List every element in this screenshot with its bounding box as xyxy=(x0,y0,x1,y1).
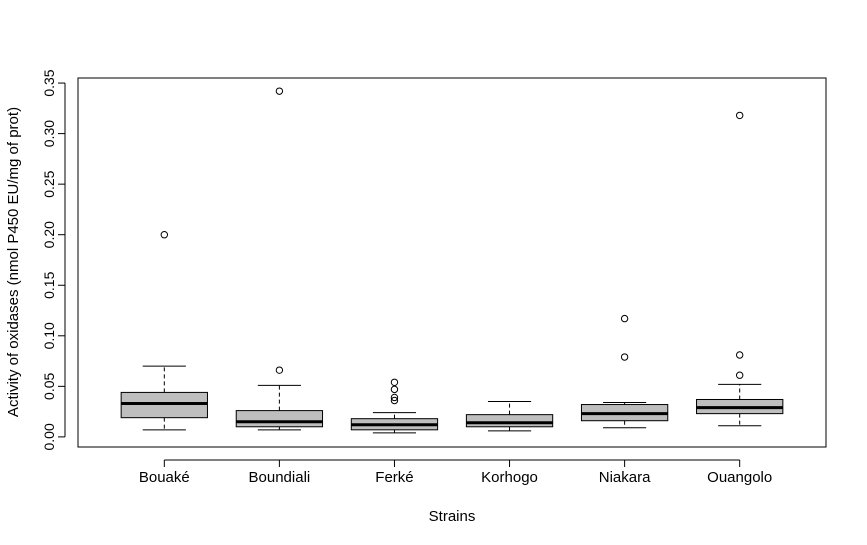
x-tick-label: Ouangolo xyxy=(707,469,772,486)
box-bouak xyxy=(120,230,208,431)
outlier-point xyxy=(620,353,629,361)
box-ferk xyxy=(350,378,439,434)
outlier-point xyxy=(390,396,399,405)
y-tick-label: 0.10 xyxy=(41,322,57,349)
box-korhogo xyxy=(465,401,554,432)
y-axis: 0.00 0.05 0.10 0.15 0.20 0.25 0.30 0.35 xyxy=(41,69,66,451)
x-tick-label: Ferké xyxy=(375,469,413,486)
x-axis-title: Strains xyxy=(429,508,476,525)
y-tick-label: 0.35 xyxy=(41,69,57,96)
y-tick-label: 0.20 xyxy=(41,221,57,248)
outlier-point xyxy=(735,371,744,379)
y-tick-label: 0.00 xyxy=(41,423,57,450)
x-tick-label: Korhogo xyxy=(481,469,538,486)
x-axis: Bouaké Boundiali Ferké Korhogo Niakara Ouango… xyxy=(139,459,772,486)
x-tick-label: Boundiali xyxy=(249,469,311,486)
x-tick-label: Niakara xyxy=(599,469,651,486)
outlier-point xyxy=(160,230,169,239)
iqr-box xyxy=(235,410,324,428)
box-group xyxy=(120,87,784,434)
y-tick-label: 0.25 xyxy=(41,170,57,197)
box-ouangolo xyxy=(696,111,784,427)
box-niakara xyxy=(580,314,669,429)
outlier-point xyxy=(390,385,399,394)
outlier-point xyxy=(620,314,629,323)
outlier-point xyxy=(390,378,399,386)
y-tick-label: 0.30 xyxy=(41,120,57,147)
outlier-point xyxy=(735,351,744,359)
outlier-point xyxy=(275,87,284,95)
iqr-box xyxy=(465,414,554,428)
plot-frame xyxy=(77,77,827,448)
outlier-point xyxy=(275,366,284,374)
x-tick-label: Bouaké xyxy=(139,469,190,486)
y-axis-title: Activity of oxidases (nmol P450 EU/mg of… xyxy=(5,107,22,417)
box-boundiali xyxy=(235,87,324,431)
outlier-point xyxy=(390,393,399,402)
y-tick-label: 0.15 xyxy=(41,271,57,298)
outlier-point xyxy=(735,111,744,120)
y-tick-label: 0.05 xyxy=(41,373,57,400)
iqr-box xyxy=(120,391,208,419)
